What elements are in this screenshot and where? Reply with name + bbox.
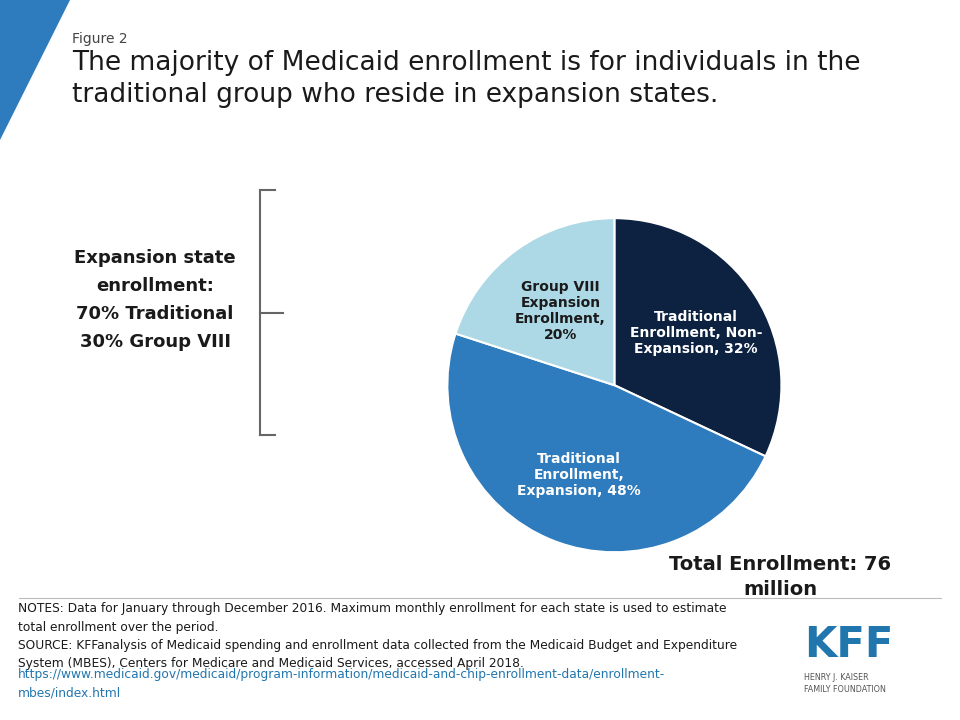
Text: Figure 2: Figure 2: [72, 32, 128, 46]
Text: Traditional
Enrollment,
Expansion, 48%: Traditional Enrollment, Expansion, 48%: [516, 452, 640, 498]
Text: https://www.medicaid.gov/medicaid/program-information/medicaid-and-chip-enrollme: https://www.medicaid.gov/medicaid/progra…: [18, 668, 665, 700]
Text: traditional group who reside in expansion states.: traditional group who reside in expansio…: [72, 82, 718, 108]
Wedge shape: [614, 218, 781, 456]
Text: Total Enrollment: 76
million: Total Enrollment: 76 million: [669, 555, 891, 599]
Text: Expansion state
enrollment:
70% Traditional
30% Group VIII: Expansion state enrollment: 70% Traditio…: [74, 249, 236, 351]
Text: KFF: KFF: [804, 624, 894, 666]
Text: NOTES: Data for January through December 2016. Maximum monthly enrollment for ea: NOTES: Data for January through December…: [18, 602, 737, 670]
Wedge shape: [447, 333, 765, 552]
Text: HENRY J. KAISER
FAMILY FOUNDATION: HENRY J. KAISER FAMILY FOUNDATION: [804, 673, 886, 694]
Wedge shape: [456, 218, 614, 385]
Text: Traditional
Enrollment, Non-
Expansion, 32%: Traditional Enrollment, Non- Expansion, …: [630, 310, 762, 356]
Text: The majority of Medicaid enrollment is for individuals in the: The majority of Medicaid enrollment is f…: [72, 50, 860, 76]
Text: Group VIII
Expansion
Enrollment,
20%: Group VIII Expansion Enrollment, 20%: [515, 279, 606, 342]
Polygon shape: [0, 0, 70, 140]
